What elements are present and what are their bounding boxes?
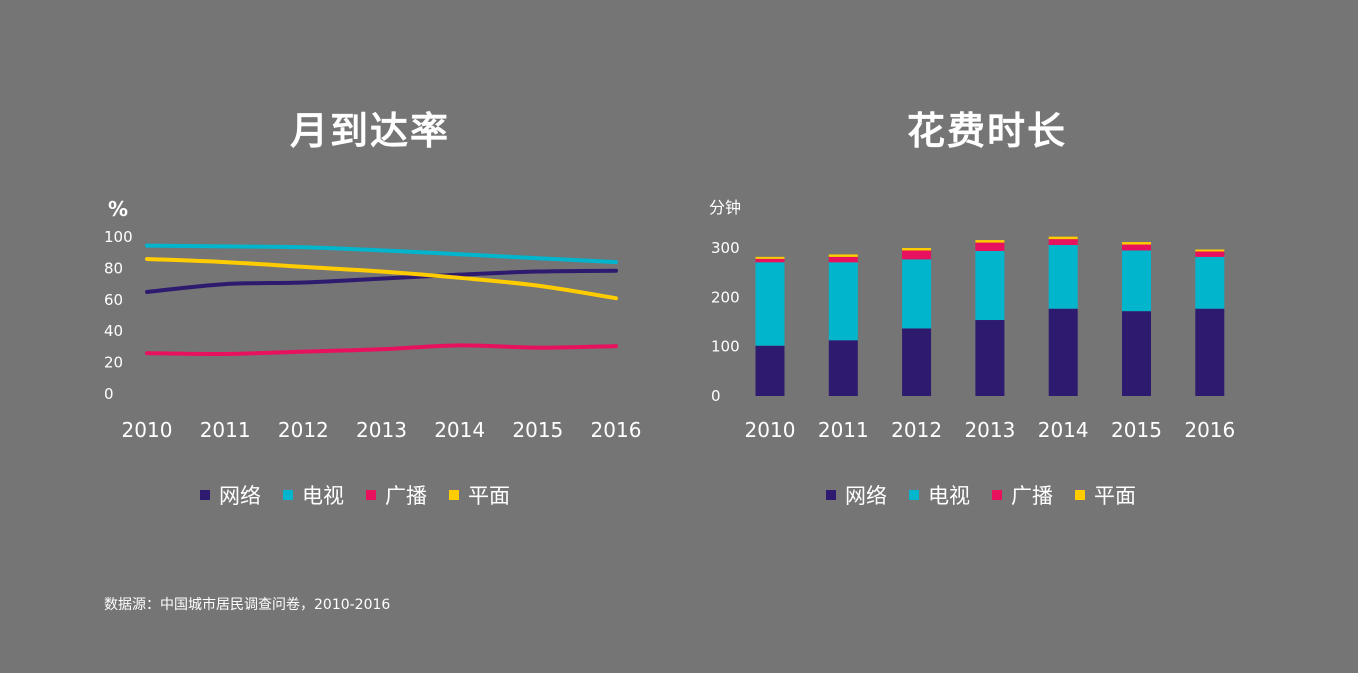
legend-swatch: [909, 490, 919, 500]
time-y-tick-label: 100: [711, 338, 740, 356]
legend-label: 电视: [928, 484, 970, 508]
time-chart-title: 花费时长: [906, 109, 1067, 153]
time-bar-segment: [755, 345, 785, 396]
reach-legend-item: 平面: [449, 480, 510, 510]
legend-label: 网络: [845, 484, 887, 508]
time-bar-segment: [902, 250, 932, 260]
time-bar-segment: [975, 250, 1005, 321]
reach-series-line: [145, 243, 618, 265]
reach-x-tick-label: 2013: [356, 418, 407, 442]
reach-x-tick-label: 2012: [278, 418, 329, 442]
time-x-tick-label: 2011: [818, 418, 869, 442]
time-bar-segment: [1048, 236, 1078, 240]
legend-label: 广播: [1011, 484, 1053, 508]
legend-label: 平面: [1094, 484, 1136, 508]
time-bar-segment: [975, 240, 1005, 243]
reach-y-tick-label: 60: [104, 291, 123, 309]
reach-series-line: [145, 343, 618, 357]
time-bar-segment: [828, 262, 858, 341]
time-legend-item: 网络: [826, 480, 887, 510]
reach-y-tick-label: 0: [104, 385, 114, 403]
reach-y-axis-unit: %: [108, 197, 128, 221]
reach-chart-title: 月到达率: [289, 109, 450, 153]
legend-label: 电视: [302, 484, 344, 508]
legend-swatch: [826, 490, 836, 500]
time-bar-segment: [1122, 311, 1151, 396]
time-bar-segment: [1048, 239, 1078, 246]
time-y-axis-unit: 分钟: [709, 198, 741, 217]
time-x-tick-label: 2010: [745, 418, 796, 442]
reach-series-line: [145, 256, 618, 301]
reach-legend-item: 电视: [283, 480, 344, 510]
time-legend-item: 广播: [992, 480, 1053, 510]
reach-series-line: [145, 268, 618, 294]
time-bar-segment: [1122, 244, 1151, 251]
time-bar-segment: [975, 320, 1005, 396]
legend-swatch: [283, 490, 293, 500]
legend-swatch: [366, 490, 376, 500]
reach-legend-item: 网络: [200, 480, 261, 510]
time-bar-segment: [828, 256, 858, 263]
time-x-tick-label: 2012: [891, 418, 942, 442]
time-bar-segment: [902, 248, 932, 251]
time-y-tick-label: 0: [711, 387, 721, 405]
time-bar-segment: [755, 258, 785, 263]
time-x-tick-label: 2014: [1038, 418, 1089, 442]
legend-swatch: [992, 490, 1002, 500]
reach-x-tick-label: 2015: [512, 418, 563, 442]
time-x-tick-label: 2015: [1111, 418, 1162, 442]
time-bar-segment: [828, 254, 858, 257]
time-x-tick-label: 2013: [964, 418, 1015, 442]
data-source-note: 数据源：中国城市居民调查问卷，2010-2016: [104, 597, 391, 613]
time-bar-segment: [1195, 251, 1225, 257]
time-legend-item: 平面: [1075, 480, 1136, 510]
legend-label: 广播: [385, 484, 427, 508]
time-bar-segment: [1048, 245, 1078, 309]
legend-label: 网络: [219, 484, 261, 508]
time-y-tick-label: 200: [711, 288, 740, 306]
reach-y-tick-label: 40: [104, 322, 123, 340]
time-y-tick-label: 300: [711, 239, 740, 257]
time-bar-segment: [1122, 250, 1151, 312]
time-bar-segment: [1195, 256, 1225, 309]
reach-legend-item: 广播: [366, 480, 427, 510]
time-legend-item: 电视: [909, 480, 970, 510]
time-x-tick-label: 2016: [1184, 418, 1235, 442]
legend-swatch: [1075, 490, 1085, 500]
reach-y-tick-label: 20: [104, 354, 123, 372]
reach-x-tick-label: 2014: [434, 418, 485, 442]
time-bar-segment: [902, 259, 932, 329]
reach-chart-legend: 网络 电视 广播 平面: [200, 480, 532, 510]
legend-label: 平面: [468, 484, 510, 508]
reach-y-tick-label: 100: [104, 228, 133, 246]
time-bar-segment: [755, 256, 785, 259]
time-bar-segment: [975, 242, 1005, 251]
time-bar-segment: [1122, 242, 1151, 245]
reach-y-tick-label: 80: [104, 259, 123, 277]
time-bar-segment: [1195, 308, 1225, 396]
time-bar-segment: [1048, 308, 1078, 396]
time-bar-segment: [902, 328, 932, 396]
time-bar-segment: [1195, 249, 1225, 252]
legend-swatch: [449, 490, 459, 500]
time-bar-segment: [755, 262, 785, 346]
reach-x-tick-label: 2016: [591, 418, 642, 442]
legend-swatch: [200, 490, 210, 500]
reach-x-tick-label: 2011: [200, 418, 251, 442]
time-bar-segment: [828, 340, 858, 396]
time-chart-legend: 网络 电视 广播 平面: [826, 480, 1158, 510]
reach-x-tick-label: 2010: [122, 418, 173, 442]
